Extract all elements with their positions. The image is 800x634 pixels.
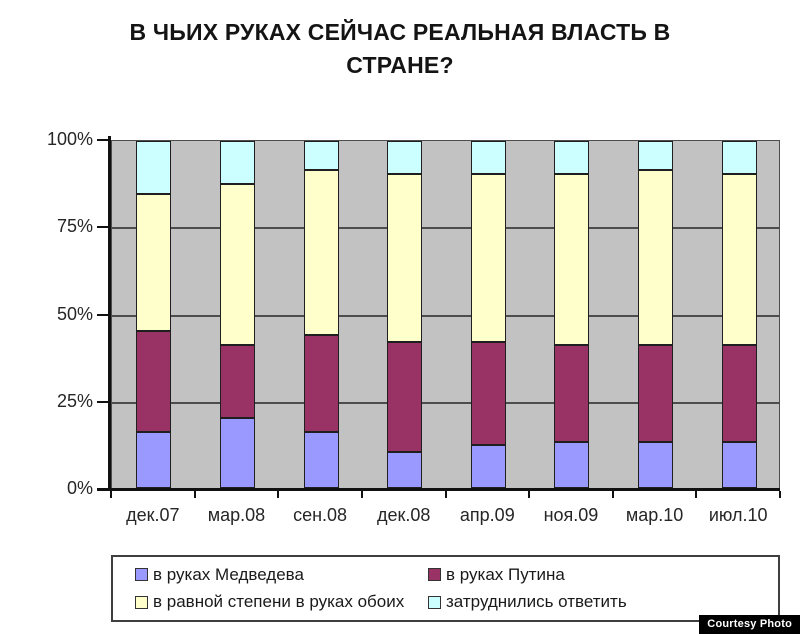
bar-segment: [470, 341, 506, 446]
bar-segment: [387, 173, 423, 342]
bar-segment: [638, 345, 674, 442]
bar-segment: [638, 170, 674, 346]
legend-swatch: [135, 568, 148, 582]
stacked-bar-мар.08: [219, 141, 255, 488]
bar-segment: [303, 431, 339, 488]
bar-segment: [554, 173, 590, 346]
legend: в руках Медведева в руках Путина в равной …: [111, 555, 780, 622]
x-axis-category-label: дек.08: [376, 505, 431, 525]
legend-label: в руках Путина: [446, 564, 565, 584]
bar-segment: [554, 441, 590, 488]
y-axis-tick-label: 75%: [56, 216, 93, 237]
x-axis-line: [97, 488, 780, 491]
bar-segment: [387, 452, 423, 489]
legend-item: затруднились ответить: [428, 592, 772, 612]
bar-segment: [721, 345, 757, 442]
stacked-bar-дек.07: [136, 141, 172, 488]
chart-title: В ЧЬИХ РУКАХ СЕЙЧАС РЕАЛЬНАЯ ВЛАСТЬ В СТ…: [129, 19, 671, 79]
bar-segment: [554, 345, 590, 442]
legend-label: в равной степени в руках обоих: [153, 592, 405, 612]
x-axis-tick: [528, 491, 531, 498]
x-axis-category-label: мар.08: [207, 505, 266, 525]
stacked-bar-сен.08: [303, 141, 339, 488]
stacked-bar-дек.08: [387, 141, 423, 489]
x-axis-category-label: июл.10: [708, 505, 768, 525]
bar-segment: [554, 141, 590, 174]
bar-segment: [470, 173, 506, 342]
bar-segment: [136, 331, 172, 432]
y-axis-line: [108, 136, 111, 491]
plot-area: [111, 140, 780, 489]
x-axis-category-label: апр.09: [459, 505, 515, 525]
bar-segment: [470, 445, 506, 489]
legend-label: затруднились ответить: [446, 592, 627, 612]
chart-title-area: В ЧЬИХ РУКАХ СЕЙЧАС РЕАЛЬНАЯ ВЛАСТЬ В СТ…: [0, 16, 800, 83]
x-axis-category-label: мар.10: [625, 505, 684, 525]
bar-segment: [638, 141, 674, 171]
bar-segment: [638, 441, 674, 488]
legend-swatch: [428, 568, 442, 582]
x-axis-category-label: дек.07: [126, 505, 180, 525]
y-axis-tick: [97, 400, 109, 403]
legend-swatch: [135, 595, 148, 609]
bar-segment: [470, 141, 506, 174]
watermark-badge: Courtesy Photo: [699, 615, 800, 634]
bar-segment: [219, 345, 255, 419]
x-axis-tick: [444, 491, 447, 498]
bar-segment: [303, 170, 339, 335]
bar-segment: [303, 334, 339, 432]
y-axis-tick-label: 25%: [56, 390, 93, 411]
y-axis-tick: [97, 313, 109, 316]
x-axis-tick: [193, 491, 196, 498]
stacked-bar-апр.09: [470, 141, 506, 489]
x-axis-category-label: сен.08: [293, 505, 348, 525]
bar-segment: [721, 441, 757, 488]
x-axis-tick: [695, 491, 698, 498]
bar-segment: [303, 141, 339, 171]
stacked-bar-ноя.09: [554, 141, 590, 488]
legend-swatch: [428, 595, 442, 609]
x-axis-tick: [110, 491, 112, 498]
gridline-25: [112, 401, 779, 404]
y-axis-tick-label: 50%: [56, 303, 93, 324]
bar-segment: [387, 341, 423, 453]
x-axis-category-label: ноя.09: [543, 505, 599, 525]
y-axis-tick: [97, 226, 109, 229]
bar-segment: [219, 141, 255, 184]
bar-segment: [721, 173, 757, 346]
legend-item: в равной степени в руках обоих: [135, 592, 428, 612]
y-axis-tick: [97, 139, 109, 141]
bar-segment: [136, 141, 172, 194]
bar-segment: [136, 193, 172, 332]
y-axis-tick-label: 0%: [66, 478, 93, 498]
legend-item: в руках Медведева: [135, 565, 428, 585]
x-axis-tick: [611, 491, 614, 498]
legend-label: в руках Медведева: [153, 564, 304, 584]
y-axis-tick: [97, 488, 109, 490]
bar-segment: [721, 141, 757, 174]
x-axis-tick: [360, 491, 363, 498]
x-axis-tick: [277, 491, 280, 498]
legend-item: в руках Путина: [428, 565, 772, 585]
gridline-50: [112, 314, 779, 317]
stacked-bar-июл.10: [721, 141, 757, 488]
gridline-75: [112, 227, 779, 230]
x-axis-tick: [779, 491, 781, 498]
stacked-bar-мар.10: [638, 141, 674, 488]
bar-segment: [136, 431, 172, 488]
bar-segment: [387, 141, 423, 174]
bar-segment: [219, 418, 255, 488]
bar-segment: [219, 183, 255, 346]
y-axis-tick-label: 100%: [46, 129, 93, 149]
